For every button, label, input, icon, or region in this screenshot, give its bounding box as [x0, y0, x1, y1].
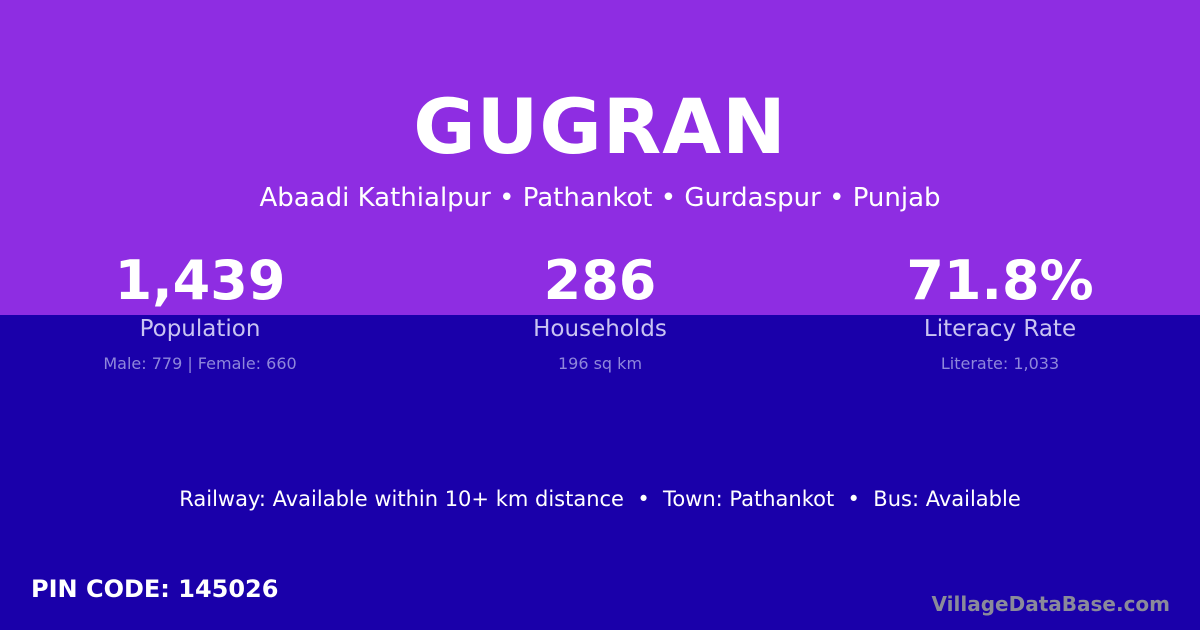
- stat-label: Population: [139, 316, 261, 342]
- stat-sub: Literate: 1,033: [940, 354, 1060, 373]
- stat-value: 71.8%: [906, 249, 1094, 312]
- stat-label: Literacy Rate: [923, 316, 1077, 342]
- brand-watermark: VillageDataBase.com: [931, 592, 1170, 616]
- stat-value: 1,439: [114, 249, 286, 312]
- stat-population: 1,439 Population Male: 779 | Female: 660: [0, 249, 400, 374]
- stat-sub: 196 sq km: [557, 354, 643, 373]
- stat-label: Households: [533, 316, 667, 342]
- stat-literacy: 71.8% Literacy Rate Literate: 1,033: [800, 249, 1200, 374]
- pin-code: PIN CODE: 145026: [31, 575, 279, 603]
- header-band: [0, 0, 1200, 315]
- village-title: GUGRAN: [413, 82, 787, 171]
- stat-sub: Male: 779 | Female: 660: [103, 354, 297, 373]
- location-breadcrumb: Abaadi Kathialpur • Pathankot • Gurdaspu…: [259, 183, 941, 213]
- stat-value: 286: [543, 249, 657, 312]
- amenities-line: Railway: Available within 10+ km distanc…: [179, 487, 1021, 511]
- stat-households: 286 Households 196 sq km: [400, 249, 800, 374]
